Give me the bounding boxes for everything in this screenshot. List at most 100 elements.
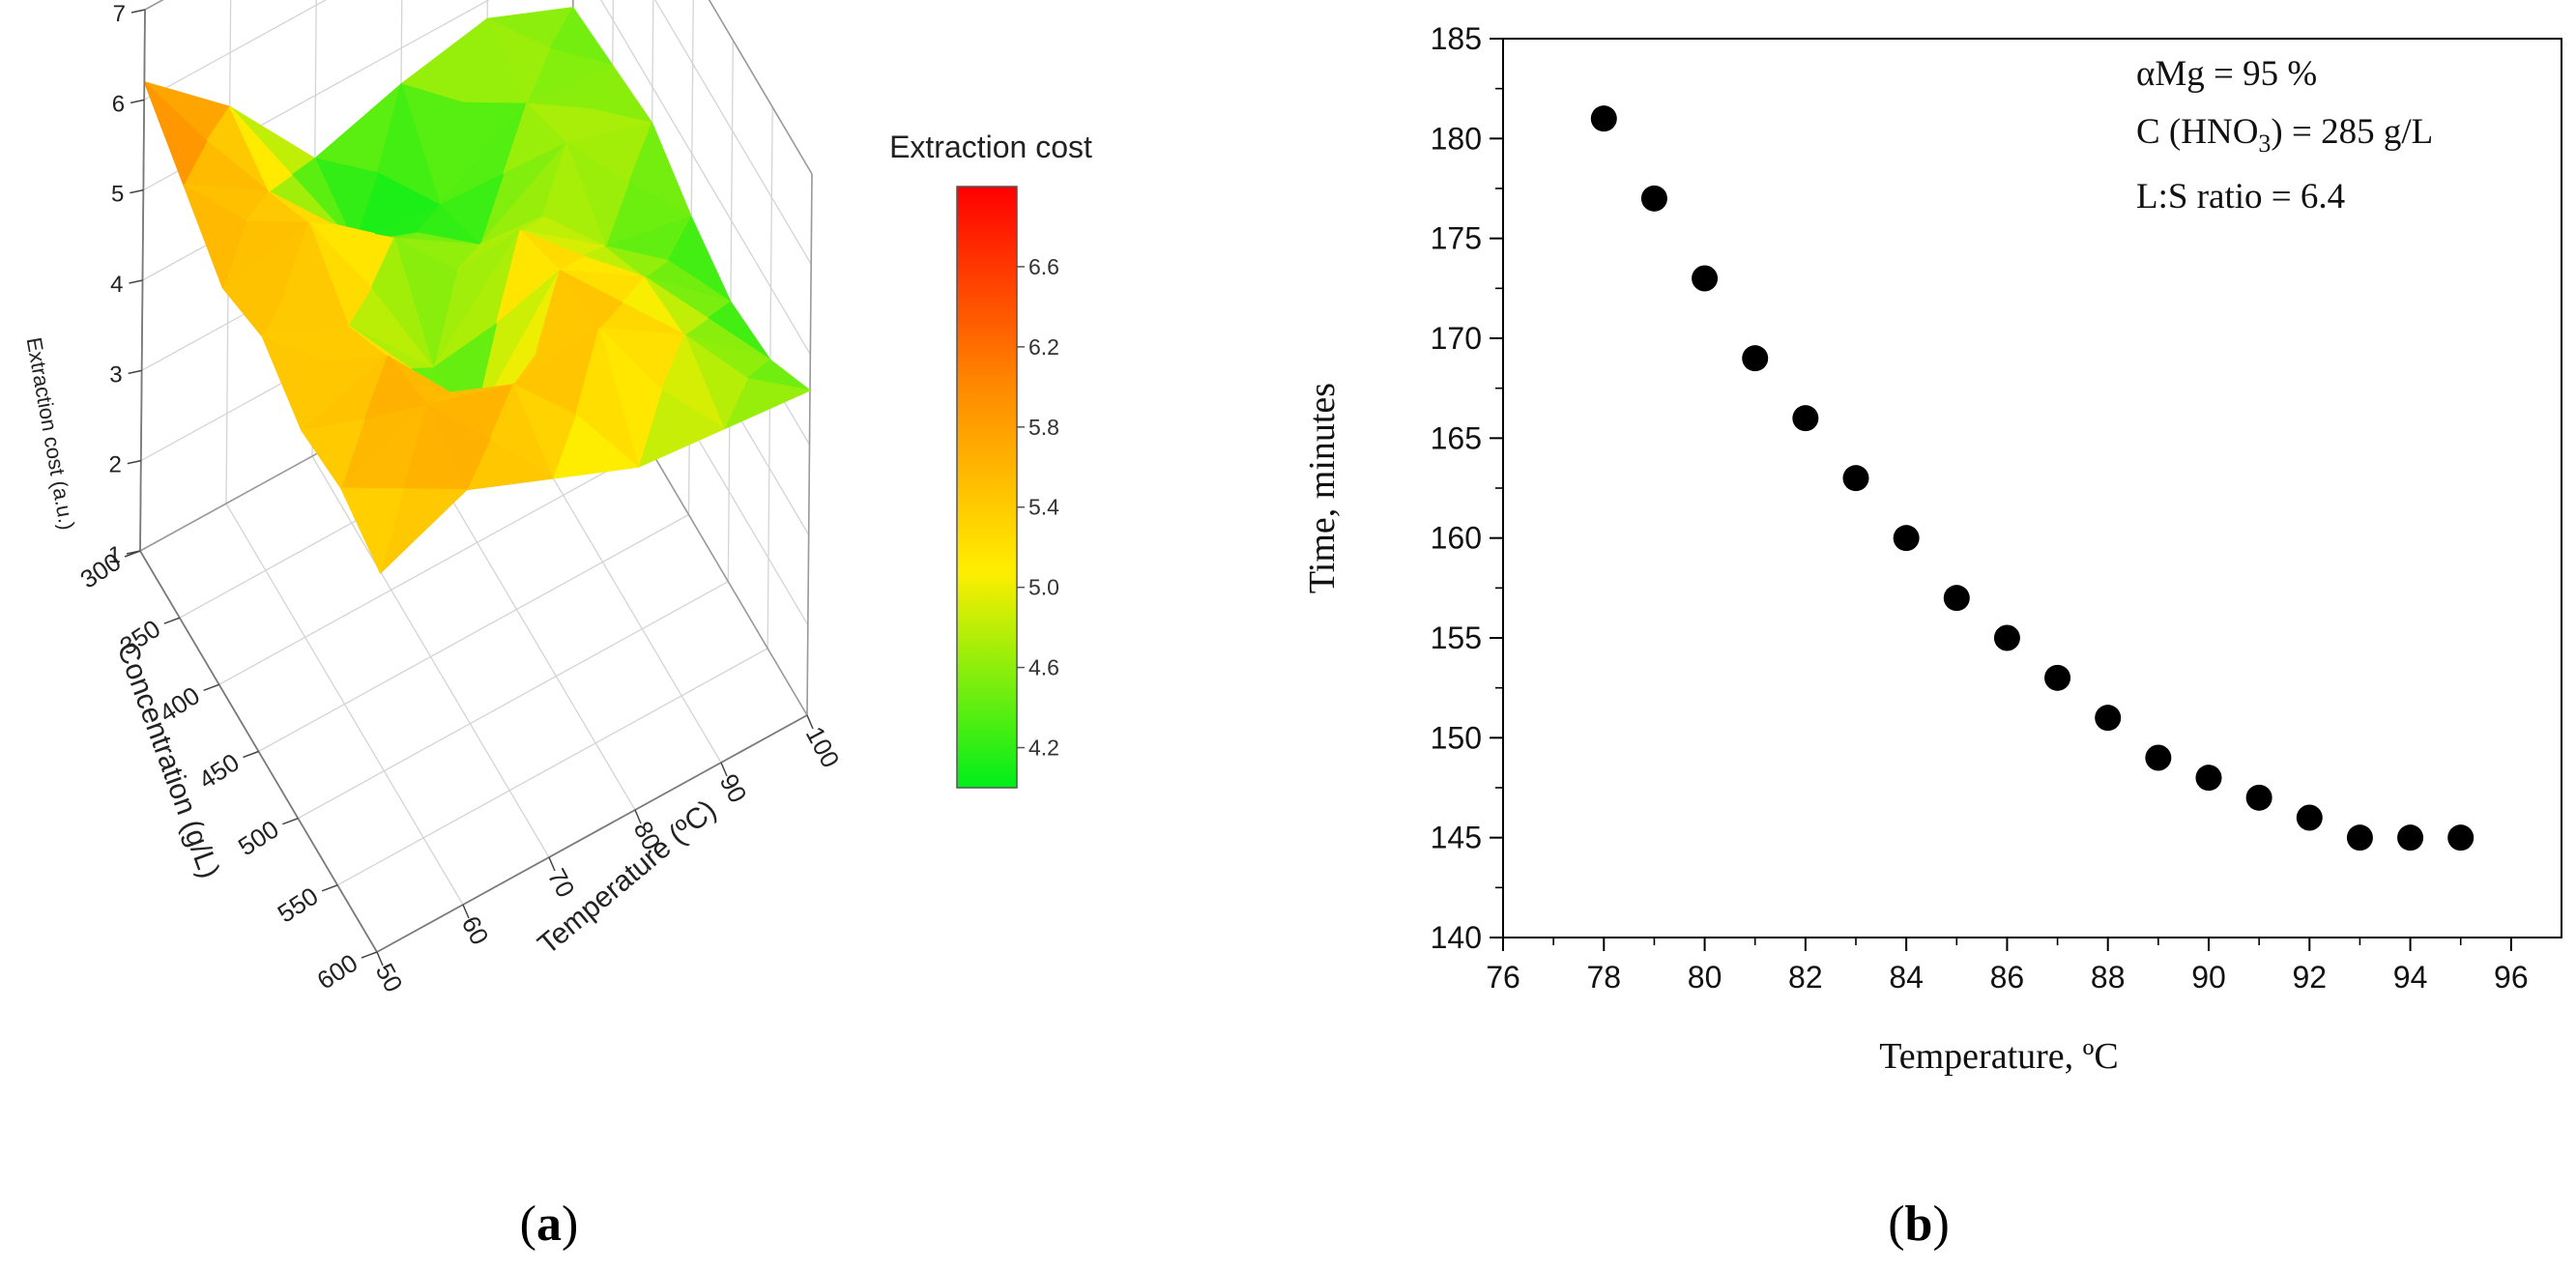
x-tick bbox=[634, 809, 642, 824]
z-tick bbox=[128, 369, 142, 375]
y-tick-label: 180 bbox=[1431, 121, 1482, 156]
scatter-point bbox=[2397, 824, 2424, 851]
panel-label-a: (a) bbox=[520, 1197, 579, 1252]
y-tick-label: 450 bbox=[193, 747, 245, 794]
z-tick-label: 7 bbox=[113, 1, 126, 27]
y-tick-label: 155 bbox=[1431, 621, 1482, 655]
scatter-panel: 76 78 80 82 84 86 88 90 92 94 96 140 145 150 155 160 165… bbox=[1302, 21, 2562, 1077]
surface-facet bbox=[229, 105, 293, 192]
scatter-point bbox=[1640, 185, 1667, 212]
z-tick-label: 2 bbox=[108, 452, 121, 478]
surface-facet bbox=[604, 245, 669, 278]
scatter-point bbox=[1590, 105, 1617, 132]
box-edge bbox=[708, 0, 813, 175]
box-edge bbox=[144, 0, 164, 11]
y-axis-title: Time, minutes bbox=[1302, 383, 1343, 593]
grid-line bbox=[298, 581, 729, 820]
y-tick-label: 170 bbox=[1431, 321, 1482, 356]
annotation-concentration: C (HNO3) = 285 g/L bbox=[2136, 112, 2433, 158]
y-tick bbox=[243, 750, 259, 759]
scatter-point bbox=[1692, 265, 1719, 292]
x-tick-label: 100 bbox=[800, 722, 846, 772]
annotation-conc-suffix: ) = 285 g/L bbox=[2271, 112, 2433, 152]
z-axis-title: Extraction cost (a.u.) bbox=[22, 335, 80, 532]
plot-frame bbox=[1502, 38, 2562, 938]
x-tick-label: 88 bbox=[2091, 960, 2126, 995]
y-tick bbox=[282, 817, 299, 825]
z-tick bbox=[130, 9, 146, 14]
surface-facet bbox=[221, 287, 286, 337]
surface-facet bbox=[143, 81, 208, 186]
x-tick-label: 90 bbox=[714, 769, 753, 808]
surface-facet bbox=[340, 487, 405, 574]
y-tick-label: 550 bbox=[273, 881, 324, 929]
annotation-box: αMg = 95 % C (HNO3) = 285 g/L L:S ratio … bbox=[2136, 54, 2433, 216]
x-tick-label: 76 bbox=[1486, 960, 1520, 995]
surface-facet bbox=[301, 419, 365, 489]
scatter-point bbox=[2195, 765, 2222, 792]
scatter-point bbox=[1742, 345, 1769, 372]
x-tick-label: 50 bbox=[370, 959, 409, 997]
y-tick-label: 145 bbox=[1431, 821, 1482, 855]
colorbar-tick-label: 6.2 bbox=[1028, 334, 1059, 360]
scatter-axis-ticks: 76 78 80 82 84 86 88 90 92 94 96 140 145 150 155 160 165… bbox=[1431, 21, 2529, 995]
scatter-point bbox=[1842, 465, 1869, 492]
box-edge bbox=[806, 173, 813, 716]
z-tick-label: 5 bbox=[111, 182, 124, 208]
z-tick bbox=[130, 99, 145, 104]
y-tick bbox=[124, 550, 141, 558]
x-axis-title: Temperature, ºC bbox=[1879, 1036, 2119, 1077]
y-tick bbox=[163, 617, 181, 624]
box-edge bbox=[376, 714, 808, 953]
x-tick-label: 92 bbox=[2292, 960, 2327, 995]
colorbar-tick-label: 4.2 bbox=[1028, 736, 1059, 761]
scatter-point bbox=[2296, 804, 2323, 831]
z-tick-label: 3 bbox=[109, 361, 122, 388]
grid-line bbox=[143, 0, 328, 101]
surface-facet bbox=[268, 190, 333, 225]
z-tick-label: 1 bbox=[108, 542, 121, 568]
y-tick-label: 175 bbox=[1431, 221, 1482, 256]
x-tick-label: 96 bbox=[2494, 960, 2529, 995]
grid-line bbox=[258, 513, 689, 753]
x-tick-label: 84 bbox=[1889, 960, 1924, 995]
x-tick-label: 86 bbox=[1990, 960, 2025, 995]
colorbar-tick-label: 5.4 bbox=[1028, 495, 1059, 520]
y-tick bbox=[321, 884, 338, 892]
colorbar-tick-label: 5.0 bbox=[1028, 575, 1059, 600]
x-tick-label: 90 bbox=[2191, 960, 2226, 995]
annotation-ratio: L:S ratio = 6.4 bbox=[2136, 177, 2345, 216]
scatter-point bbox=[1792, 405, 1819, 432]
y-tick bbox=[361, 951, 378, 959]
colorbar-tick-label: 4.6 bbox=[1028, 655, 1059, 680]
x-tick bbox=[720, 762, 728, 777]
scatter-point bbox=[1893, 525, 1920, 552]
y-tick-label: 185 bbox=[1431, 21, 1482, 56]
colorbar-tick-label: 6.6 bbox=[1028, 254, 1059, 279]
x-tick-label: 78 bbox=[1586, 960, 1621, 995]
panel-label-b: (b) bbox=[1888, 1197, 1950, 1252]
x-tick-label: 60 bbox=[456, 911, 495, 950]
y-tick-label: 600 bbox=[312, 948, 363, 996]
z-tick bbox=[127, 459, 141, 465]
scatter-points bbox=[1590, 105, 2475, 851]
scatter-point bbox=[1993, 624, 2020, 651]
x-tick-label: 82 bbox=[1788, 960, 1823, 995]
colorbar-tick-label: 5.8 bbox=[1028, 415, 1059, 440]
y-tick-label: 165 bbox=[1431, 420, 1482, 455]
surface-facet bbox=[644, 276, 709, 336]
y-tick-label: 500 bbox=[233, 815, 284, 862]
surface-facet bbox=[261, 335, 326, 431]
scatter-point bbox=[1943, 585, 1970, 612]
grid-line bbox=[336, 648, 768, 886]
x-tick bbox=[376, 951, 384, 967]
x-tick-label: 94 bbox=[2393, 960, 2428, 995]
colorbar-gradient bbox=[956, 186, 1018, 789]
scatter-point bbox=[2095, 705, 2122, 732]
z-tick-label: 4 bbox=[110, 272, 123, 298]
x-tick bbox=[806, 714, 814, 730]
x-tick bbox=[548, 856, 556, 872]
scatter-point bbox=[2447, 824, 2475, 851]
